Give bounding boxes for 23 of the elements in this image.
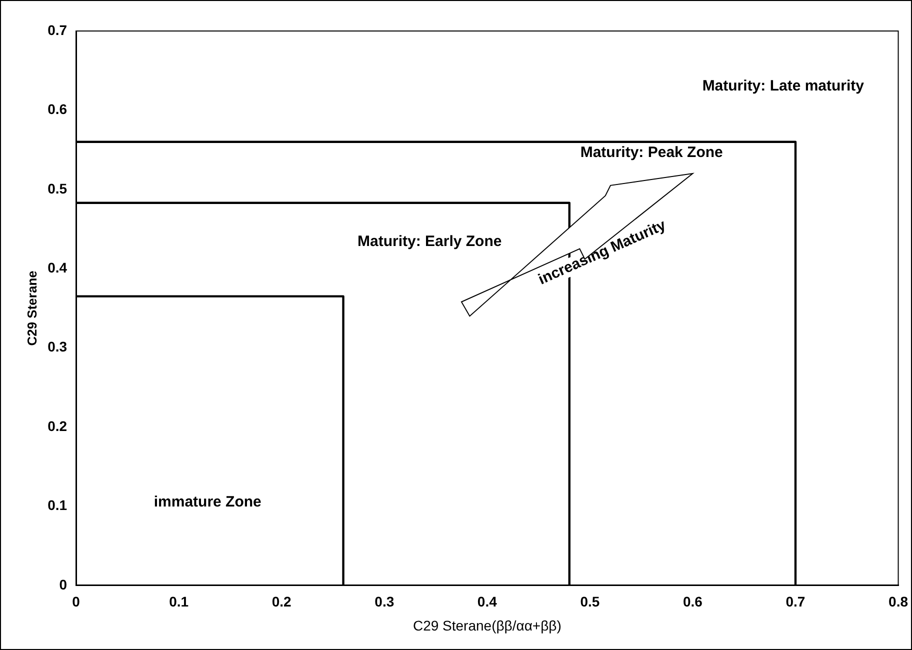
y-tick-label: 0 xyxy=(59,576,68,592)
y-tick-label: 0.3 xyxy=(48,338,68,355)
x-tick-label: 0.8 xyxy=(888,594,908,610)
y-tick-label: 0.4 xyxy=(48,259,68,276)
x-tick-label: 0.6 xyxy=(682,594,703,610)
y-tick-label: 0.2 xyxy=(48,418,68,434)
y-tick-label: 0.5 xyxy=(48,180,68,196)
y-tick-label: 0.6 xyxy=(48,101,68,118)
annotation: immature Zone xyxy=(154,493,262,510)
x-tick-label: 0.3 xyxy=(374,594,394,610)
annotation: Maturity: Early Zone xyxy=(358,232,502,250)
x-tick-label: 0.4 xyxy=(477,594,498,610)
x-tick-label: 0.2 xyxy=(272,594,292,610)
x-axis-title: C29 Sterane(ββ/αα+ββ) xyxy=(412,617,562,634)
y-tick-label: 0.7 xyxy=(48,22,68,38)
x-tick-label: 0.7 xyxy=(786,594,806,610)
y-axis-title: C29 Sterane xyxy=(24,270,40,346)
x-tick-label: 0.5 xyxy=(580,594,600,610)
x-tick-label: 0 xyxy=(72,594,80,610)
annotation: Maturity: Peak Zone xyxy=(580,144,723,162)
annotation: Maturity: Late maturity xyxy=(702,78,865,95)
y-tick-label: 0.1 xyxy=(48,497,68,514)
x-tick-label: 0.1 xyxy=(169,594,189,610)
